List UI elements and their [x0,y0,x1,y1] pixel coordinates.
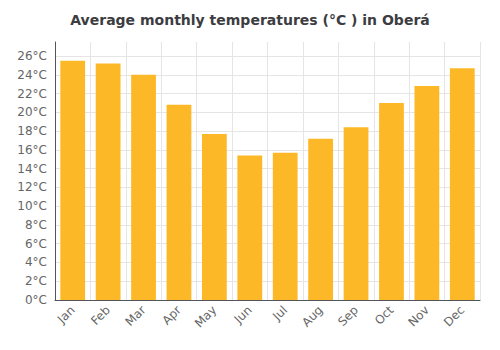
svg-text:Oct: Oct [372,303,397,328]
svg-text:6°C: 6°C [25,237,47,251]
svg-text:Apr: Apr [159,303,184,328]
svg-text:26°C: 26°C [17,49,47,63]
svg-text:18°C: 18°C [17,124,47,138]
svg-text:22°C: 22°C [17,87,47,101]
svg-text:Jan: Jan [54,303,78,327]
svg-text:0°C: 0°C [25,293,47,307]
svg-text:2°C: 2°C [25,274,47,288]
svg-text:4°C: 4°C [25,255,47,269]
svg-text:20°C: 20°C [17,105,47,119]
svg-text:Feb: Feb [88,303,113,328]
svg-text:Nov: Nov [405,303,431,329]
svg-text:24°C: 24°C [17,68,47,82]
svg-text:14°C: 14°C [17,162,47,176]
svg-text:May: May [192,303,219,330]
svg-text:Average monthly temperatures (: Average monthly temperatures (°C ) in Ob… [70,12,429,28]
svg-text:Sep: Sep [335,303,361,329]
svg-text:Mar: Mar [123,303,149,329]
svg-text:Aug: Aug [299,303,325,329]
svg-text:Dec: Dec [441,303,467,329]
svg-text:10°C: 10°C [17,199,47,213]
svg-text:8°C: 8°C [25,218,47,232]
svg-text:Jul: Jul [269,303,290,324]
svg-text:Jun: Jun [231,303,255,327]
svg-text:16°C: 16°C [17,143,47,157]
svg-text:12°C: 12°C [17,180,47,194]
